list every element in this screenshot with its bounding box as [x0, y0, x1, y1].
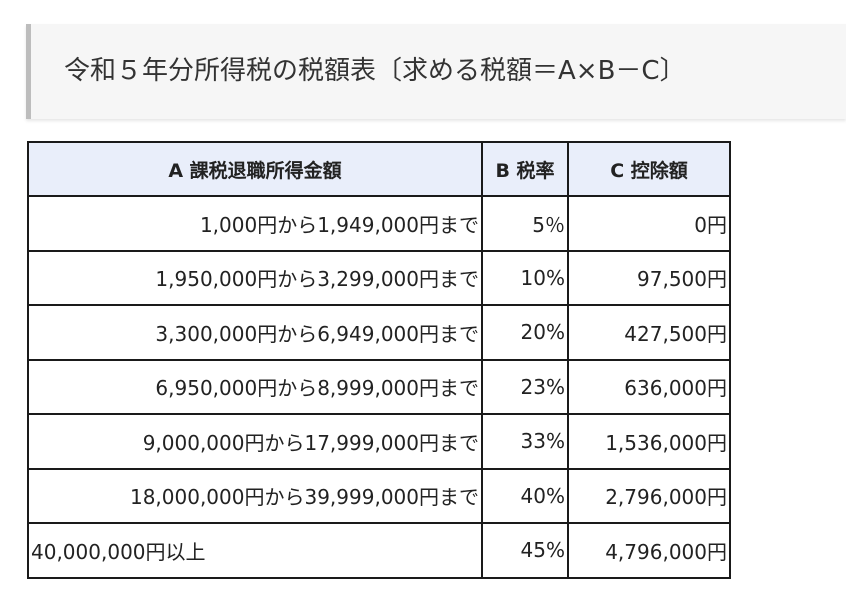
deduction-cell: 97,500円	[567, 249, 731, 306]
deduction-cell: 636,000円	[567, 358, 731, 415]
header-tax-rate: B 税率	[481, 141, 569, 197]
income-range-cell: 9,000,000円から17,999,000円まで	[27, 413, 483, 470]
tax-rate-cell: 23%	[481, 358, 569, 415]
tax-rate-cell: 45%	[481, 522, 569, 579]
deduction-cell: 2,796,000円	[567, 467, 731, 524]
table-row: 1,000円から1,949,000円まで 5％ 0円	[27, 195, 731, 252]
page-title: 令和５年分所得税の税額表〔求める税額＝A×B－C〕	[64, 56, 686, 86]
table-row: 3,300,000円から6,949,000円まで 20% 427,500円	[27, 304, 731, 361]
income-range-cell: 3,300,000円から6,949,000円まで	[27, 304, 483, 361]
header-taxable-income: A 課税退職所得金額	[27, 141, 483, 197]
income-range-cell: 40,000,000円以上	[27, 522, 483, 579]
tax-rate-cell: 20%	[481, 304, 569, 361]
table-row: 1,950,000円から3,299,000円まで 10% 97,500円	[27, 249, 731, 306]
income-range-cell: 1,950,000円から3,299,000円まで	[27, 249, 483, 306]
deduction-cell: 1,536,000円	[567, 413, 731, 470]
tax-rate-table: A 課税退職所得金額 B 税率 C 控除額 1,000円から1,949,000円…	[27, 141, 731, 579]
income-range-cell: 18,000,000円から39,999,000円まで	[27, 467, 483, 524]
table-row: 40,000,000円以上 45% 4,796,000円	[27, 522, 731, 579]
deduction-cell: 4,796,000円	[567, 522, 731, 579]
tax-rate-cell: 33%	[481, 413, 569, 470]
deduction-cell: 0円	[567, 195, 731, 252]
tax-rate-cell: 10%	[481, 249, 569, 306]
income-range-cell: 6,950,000円から8,999,000円まで	[27, 358, 483, 415]
header-deduction: C 控除額	[567, 141, 731, 197]
title-banner: 令和５年分所得税の税額表〔求める税額＝A×B－C〕	[26, 24, 846, 119]
tax-rate-cell: 40%	[481, 467, 569, 524]
income-range-cell: 1,000円から1,949,000円まで	[27, 195, 483, 252]
tax-rate-cell: 5％	[481, 195, 569, 252]
table-row: 6,950,000円から8,999,000円まで 23% 636,000円	[27, 358, 731, 415]
deduction-cell: 427,500円	[567, 304, 731, 361]
table-header-row: A 課税退職所得金額 B 税率 C 控除額	[27, 141, 731, 197]
table-row: 18,000,000円から39,999,000円まで 40% 2,796,000…	[27, 467, 731, 524]
table-row: 9,000,000円から17,999,000円まで 33% 1,536,000円	[27, 413, 731, 470]
